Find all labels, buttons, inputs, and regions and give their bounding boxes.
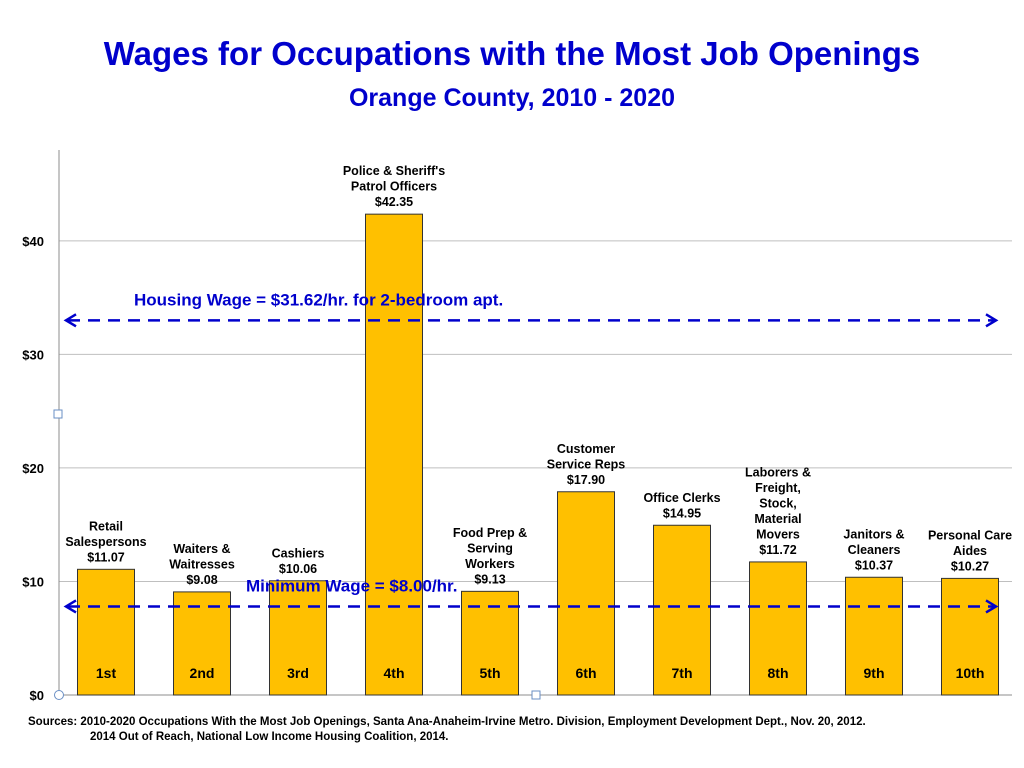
bar-category-label: Workers: [465, 557, 515, 571]
chart-title: Wages for Occupations with the Most Job …: [103, 35, 921, 72]
bar-category-label: Serving: [467, 541, 513, 555]
bar: [365, 213, 423, 696]
bar-category-label: Customer: [557, 442, 615, 456]
bar-rank-label: 6th: [576, 665, 597, 681]
bar-category-label: Cashiers: [272, 546, 325, 560]
y-tick-label: $0: [30, 688, 44, 703]
bar-category-label: Aides: [953, 544, 987, 558]
bar-category-label: Cleaners: [848, 543, 901, 557]
arrow-right-icon: [985, 313, 999, 328]
bar-value-label: $14.95: [663, 506, 701, 520]
bar: [941, 577, 999, 696]
bar: [173, 591, 231, 696]
arrow-left-icon: [63, 599, 77, 614]
bar-category-label: Freight,: [755, 481, 801, 495]
source-line-2: 2014 Out of Reach, National Low Income H…: [90, 731, 449, 743]
reference-line-label: Minimum Wage = $8.00/hr.: [246, 576, 457, 595]
bar-category-label: Material: [754, 512, 801, 526]
bar-value-label: $17.90: [567, 473, 605, 487]
bar: [557, 491, 615, 696]
bar-rank-label: 8th: [768, 665, 789, 681]
y-tick-label: $20: [22, 461, 44, 476]
bar-category-label: Salespersons: [65, 535, 146, 549]
y-tick-label: $40: [22, 234, 44, 249]
bar-rank-label: 4th: [384, 665, 405, 681]
bar-category-label: Patrol Officers: [351, 180, 437, 194]
bar-value-label: $11.07: [87, 550, 125, 564]
y-tick-label: $10: [22, 574, 44, 589]
bar-value-label: $10.27: [951, 559, 989, 573]
bar-category-label: Janitors &: [843, 527, 904, 541]
selection-handle: [531, 690, 541, 700]
bar-rank-label: 10th: [956, 665, 985, 681]
selection-handle: [54, 690, 64, 700]
bar-rank-label: 9th: [864, 665, 885, 681]
bar-rank-label: 1st: [96, 665, 117, 681]
bar-category-label: Movers: [756, 527, 800, 541]
bar-rank-label: 7th: [672, 665, 693, 681]
bar-rank-label: 2nd: [190, 665, 215, 681]
bar-category-label: Waiters &: [173, 542, 230, 556]
reference-line-label: Housing Wage = $31.62/hr. for 2-bedroom …: [134, 290, 503, 309]
bar-value-label: $42.35: [375, 195, 413, 209]
bar-category-label: Food Prep &: [453, 526, 527, 540]
bar-value-label: $10.37: [855, 558, 893, 572]
sources-note: Sources: 2010-2020 Occupations With the …: [28, 715, 1018, 745]
bar-value-label: $11.72: [759, 543, 797, 557]
bar-category-label: Stock,: [759, 496, 797, 510]
selection-handle: [53, 409, 63, 419]
bar: [749, 561, 807, 696]
bar-category-label: Retail: [89, 519, 123, 533]
bar-value-label: $10.06: [279, 562, 317, 576]
bar: [269, 580, 327, 696]
bar-rank-label: 5th: [480, 665, 501, 681]
bar-category-label: Office Clerks: [643, 491, 720, 505]
y-tick-label: $30: [22, 347, 44, 362]
bar: [461, 590, 519, 696]
arrow-left-icon: [63, 313, 77, 328]
bar-value-label: $9.08: [186, 573, 217, 587]
arrow-right-icon: [985, 599, 999, 614]
bar: [653, 524, 711, 696]
bar-category-label: Personal Care: [928, 528, 1012, 542]
bar: [845, 576, 903, 696]
bar-value-label: $9.13: [474, 572, 505, 586]
chart-subtitle: Orange County, 2010 - 2020: [348, 84, 676, 112]
bar-category-label: Waitresses: [169, 557, 235, 571]
bar-category-label: Laborers &: [745, 465, 811, 479]
bar: [77, 568, 135, 696]
source-line-1: Sources: 2010-2020 Occupations With the …: [28, 716, 866, 728]
bar-category-label: Police & Sheriff's: [343, 164, 445, 178]
bar-rank-label: 3rd: [287, 665, 309, 681]
bar-category-label: Service Reps: [547, 457, 626, 471]
